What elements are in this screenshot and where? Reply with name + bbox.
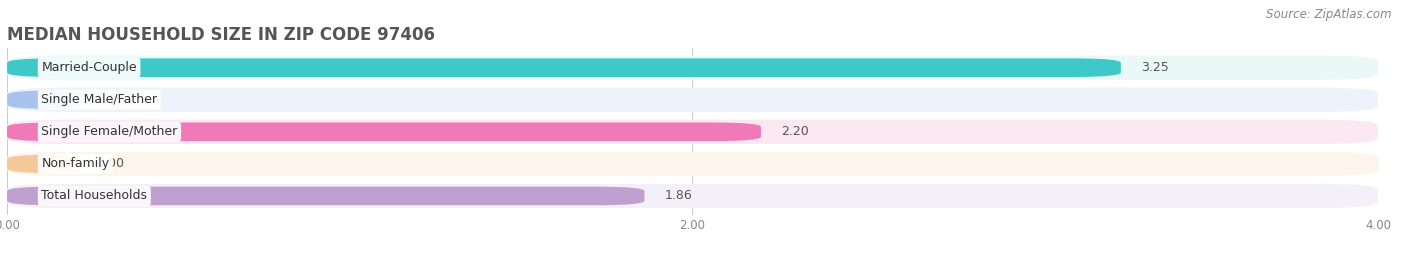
FancyBboxPatch shape	[7, 55, 1378, 80]
Text: 0.00: 0.00	[96, 157, 124, 170]
FancyBboxPatch shape	[7, 152, 1378, 176]
Text: Married-Couple: Married-Couple	[41, 61, 136, 74]
FancyBboxPatch shape	[7, 90, 83, 109]
Text: Single Male/Father: Single Male/Father	[41, 93, 157, 106]
Text: 3.25: 3.25	[1142, 61, 1170, 74]
FancyBboxPatch shape	[7, 187, 644, 205]
FancyBboxPatch shape	[7, 58, 1121, 77]
Text: Source: ZipAtlas.com: Source: ZipAtlas.com	[1267, 8, 1392, 21]
Text: 1.86: 1.86	[665, 189, 693, 203]
Text: Single Female/Mother: Single Female/Mother	[41, 125, 177, 138]
Text: MEDIAN HOUSEHOLD SIZE IN ZIP CODE 97406: MEDIAN HOUSEHOLD SIZE IN ZIP CODE 97406	[7, 26, 434, 44]
FancyBboxPatch shape	[7, 122, 761, 141]
Text: 2.20: 2.20	[782, 125, 810, 138]
FancyBboxPatch shape	[7, 184, 1378, 208]
Text: Non-family: Non-family	[41, 157, 110, 170]
FancyBboxPatch shape	[7, 87, 1378, 112]
Text: 0.00: 0.00	[96, 93, 124, 106]
Text: Total Households: Total Households	[41, 189, 148, 203]
FancyBboxPatch shape	[7, 155, 83, 173]
FancyBboxPatch shape	[7, 120, 1378, 144]
